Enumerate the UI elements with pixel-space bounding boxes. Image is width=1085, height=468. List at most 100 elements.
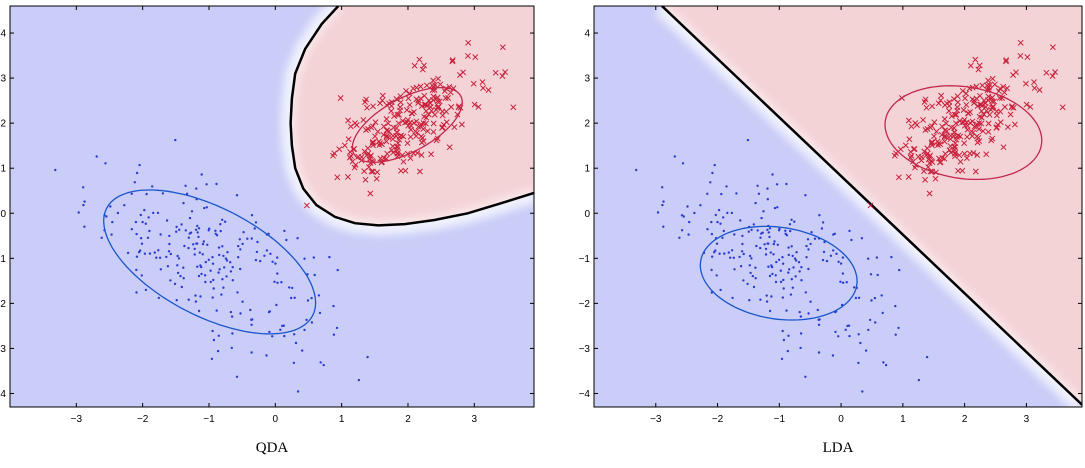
- x-tick-label: −2: [137, 414, 149, 425]
- data-point: [195, 242, 199, 245]
- data-point: [275, 303, 278, 307]
- decision-boundary: [289, 6, 534, 227]
- y-tick-label: 2: [0, 119, 6, 130]
- data-point: [82, 203, 85, 207]
- data-point: [754, 201, 757, 205]
- data-point: [807, 312, 810, 315]
- data-point: [143, 208, 146, 212]
- data-point: [932, 175, 939, 182]
- data-point: [377, 100, 384, 107]
- data-point: [241, 300, 244, 303]
- data-point: [1059, 104, 1066, 111]
- data-point: [985, 120, 992, 127]
- data-point: [820, 227, 824, 230]
- data-point: [867, 328, 870, 332]
- panel-title: LDA: [823, 440, 854, 456]
- data-point: [157, 249, 160, 252]
- data-point: [770, 265, 774, 269]
- data-point: [773, 206, 777, 210]
- data-point: [301, 349, 304, 352]
- data-point: [943, 120, 950, 127]
- data-point: [965, 110, 971, 117]
- y-tick-label: 3: [0, 74, 6, 85]
- data-point: [292, 361, 296, 365]
- data-point: [782, 278, 785, 282]
- data-point: [449, 57, 456, 64]
- y-tick-label: −1: [0, 254, 6, 265]
- data-point: [362, 176, 369, 183]
- data-point: [763, 243, 766, 246]
- data-point: [937, 97, 944, 104]
- data-point: [137, 251, 141, 254]
- data-point: [390, 124, 397, 131]
- data-point: [1049, 73, 1056, 79]
- data-point: [710, 232, 714, 236]
- data-point: [986, 111, 993, 118]
- data-point: [881, 311, 884, 315]
- data-point: [203, 274, 207, 277]
- data-point: [772, 253, 775, 256]
- data-point: [367, 190, 374, 197]
- data-point: [759, 298, 762, 301]
- data-point: [435, 75, 442, 82]
- data-point: [179, 274, 182, 278]
- data-point: [424, 128, 431, 135]
- data-point: [200, 272, 203, 276]
- data-point: [259, 259, 262, 263]
- data-point: [410, 85, 417, 92]
- data-point: [754, 266, 757, 269]
- data-point: [180, 285, 183, 289]
- data-point: [418, 103, 425, 109]
- data-point: [941, 127, 948, 134]
- data-point: [1004, 85, 1011, 92]
- data-point: [204, 260, 207, 264]
- data-point: [407, 133, 414, 140]
- data-point: [303, 202, 310, 209]
- data-point: [767, 242, 770, 245]
- data-point: [925, 164, 932, 171]
- data-point: [752, 285, 756, 289]
- data-point: [471, 101, 478, 108]
- data-point: [408, 110, 415, 117]
- data-point: [209, 280, 212, 284]
- data-point: [661, 203, 664, 207]
- data-point: [273, 280, 276, 283]
- data-point: [693, 211, 696, 215]
- data-point: [175, 299, 178, 302]
- data-point: [176, 254, 179, 258]
- data-point: [756, 229, 759, 232]
- y-tick-label: 1: [584, 164, 590, 175]
- data-point: [777, 229, 781, 232]
- data-point: [399, 117, 406, 124]
- data-point: [394, 144, 401, 151]
- data-point: [428, 151, 435, 158]
- data-point: [839, 280, 842, 283]
- data-point: [197, 235, 200, 239]
- data-point: [956, 117, 963, 124]
- data-point: [156, 211, 160, 215]
- data-point: [829, 254, 833, 257]
- data-point: [250, 323, 253, 326]
- data-point: [288, 286, 291, 289]
- data-point: [785, 182, 788, 186]
- data-point: [470, 80, 477, 87]
- data-point: [373, 175, 380, 182]
- data-point: [765, 300, 769, 303]
- data-point: [981, 111, 987, 118]
- data-point: [271, 335, 274, 338]
- data-point: [291, 286, 294, 290]
- data-point: [448, 104, 455, 110]
- data-point: [83, 200, 86, 203]
- data-point: [180, 223, 183, 226]
- data-point: [421, 62, 428, 69]
- data-point: [793, 220, 796, 223]
- data-point: [268, 330, 271, 334]
- data-point: [276, 281, 279, 284]
- data-point: [352, 161, 359, 168]
- data-point: [906, 136, 913, 143]
- data-point: [1000, 83, 1007, 90]
- data-point: [400, 158, 407, 165]
- data-point: [138, 163, 141, 167]
- data-point: [841, 272, 845, 275]
